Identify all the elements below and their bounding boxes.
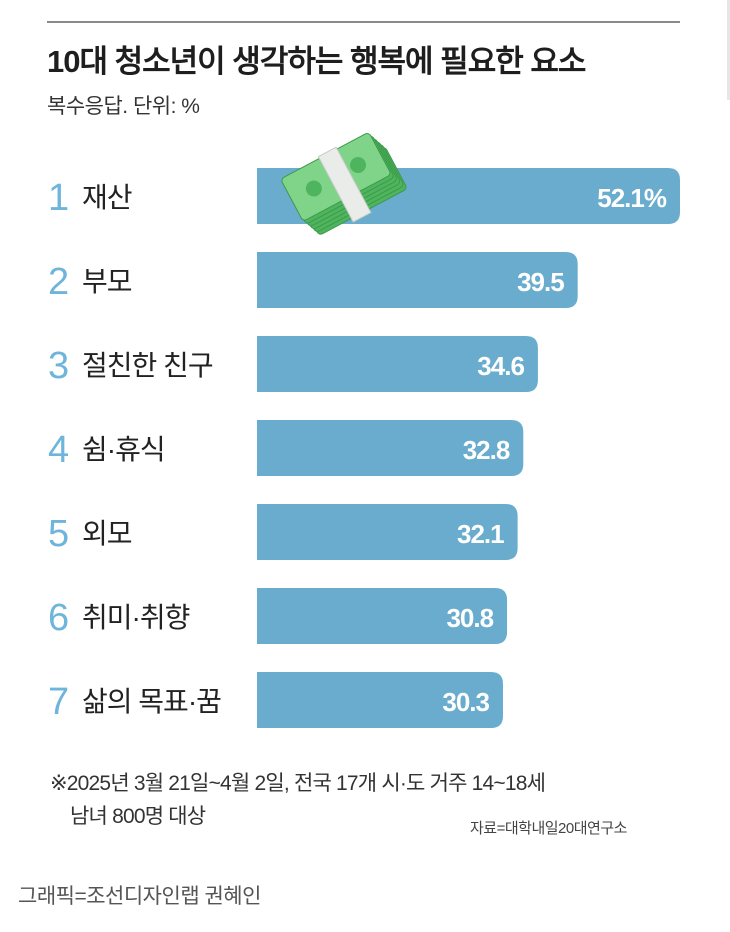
category-label: 재산 bbox=[82, 182, 132, 213]
rank-label: 4 bbox=[48, 429, 69, 471]
bar bbox=[257, 252, 578, 308]
category-label: 외모 bbox=[82, 518, 132, 549]
source-text: 자료=대학내일20대연구소 bbox=[470, 820, 627, 837]
chart-subtitle: 복수응답. 단위: % bbox=[47, 95, 200, 118]
rank-label: 7 bbox=[48, 681, 69, 723]
value-label: 52.1% bbox=[597, 183, 667, 213]
bar bbox=[257, 336, 538, 392]
rank-label: 1 bbox=[48, 177, 69, 219]
money-stack-icon bbox=[281, 133, 407, 235]
rank-label: 3 bbox=[48, 345, 69, 387]
bar bbox=[257, 420, 524, 476]
category-label: 절친한 친구 bbox=[82, 350, 213, 381]
top-rule bbox=[47, 21, 680, 23]
bar bbox=[257, 672, 504, 728]
value-label: 30.3 bbox=[442, 687, 489, 717]
value-label: 32.1 bbox=[457, 519, 504, 549]
edge-divider bbox=[727, 0, 730, 100]
category-label: 부모 bbox=[82, 266, 132, 297]
value-label: 39.5 bbox=[517, 267, 564, 297]
rank-label: 6 bbox=[48, 597, 69, 639]
survey-note: ※2025년 3월 21일~4월 2일, 전국 17개 시·도 거주 14~18… bbox=[50, 772, 546, 795]
bar bbox=[257, 504, 518, 560]
bill-circle bbox=[305, 180, 322, 197]
category-label: 쉼·휴식 bbox=[82, 434, 165, 465]
graphic-credit: 그래픽=조선디자인랩 권혜인 bbox=[18, 885, 261, 908]
rank-label: 5 bbox=[48, 513, 69, 555]
value-label: 32.8 bbox=[463, 435, 510, 465]
bill-circle bbox=[350, 157, 367, 174]
bar bbox=[257, 588, 508, 644]
value-label: 34.6 bbox=[477, 351, 524, 381]
category-label: 취미·취향 bbox=[82, 602, 190, 633]
rank-label: 2 bbox=[48, 261, 69, 303]
value-label: 30.8 bbox=[446, 603, 493, 633]
chart-title: 10대 청소년이 생각하는 행복에 필요한 요소 bbox=[47, 44, 586, 79]
category-label: 삶의 목표·꿈 bbox=[82, 686, 221, 717]
bar-chart: 1 재산 52.1% 2 부모 39.5 3 절친한 친구 34.6 4 쉼·휴식 32.8 5 외모 32… bbox=[48, 133, 680, 728]
survey-note-2: 남녀 800명 대상 bbox=[70, 805, 206, 828]
bill-band bbox=[317, 146, 372, 223]
